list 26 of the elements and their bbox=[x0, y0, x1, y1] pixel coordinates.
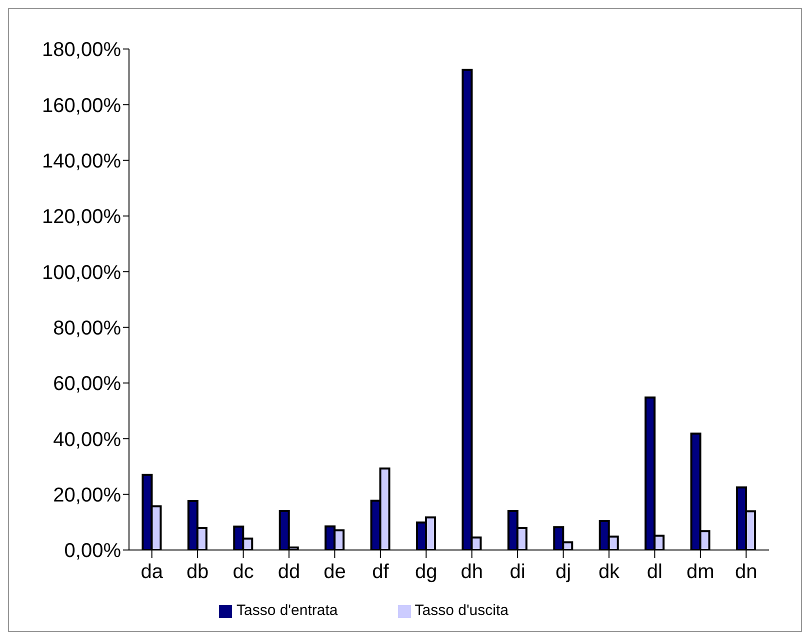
x-tick-label: db bbox=[186, 561, 209, 584]
x-tick-label: dl bbox=[646, 561, 663, 584]
y-tick-label: 0,00% bbox=[64, 540, 122, 562]
y-tick-label: 20,00% bbox=[53, 484, 122, 506]
y-tick-label: 160,00% bbox=[42, 94, 122, 117]
x-tick-label: df bbox=[372, 561, 390, 584]
x-tick-label: di bbox=[510, 561, 526, 584]
x-tick-label: de bbox=[324, 561, 346, 584]
legend-label: Tasso d'uscita bbox=[414, 602, 508, 619]
x-tick-label: dd bbox=[278, 561, 300, 584]
legend-label: Tasso d'entrata bbox=[236, 602, 338, 619]
x-tick-label: dj bbox=[555, 561, 572, 584]
y-tick-label: 60,00% bbox=[53, 373, 122, 396]
y-tick-label: 40,00% bbox=[53, 428, 122, 451]
x-tick-label: dn bbox=[735, 561, 758, 584]
y-tick-label: 140,00% bbox=[42, 150, 122, 172]
x-tick-label: dk bbox=[598, 561, 621, 584]
y-tick-label: 180,00% bbox=[42, 39, 122, 62]
y-tick-label: 100,00% bbox=[42, 262, 122, 284]
y-tick-label: 80,00% bbox=[53, 317, 122, 340]
x-tick-label: dh bbox=[460, 561, 483, 584]
x-tick-label: dc bbox=[232, 561, 254, 584]
y-tick-label: 120,00% bbox=[42, 206, 122, 228]
x-tick-label: da bbox=[140, 561, 164, 584]
x-tick-label: dg bbox=[415, 561, 438, 584]
x-tick-label: dm bbox=[686, 561, 714, 584]
